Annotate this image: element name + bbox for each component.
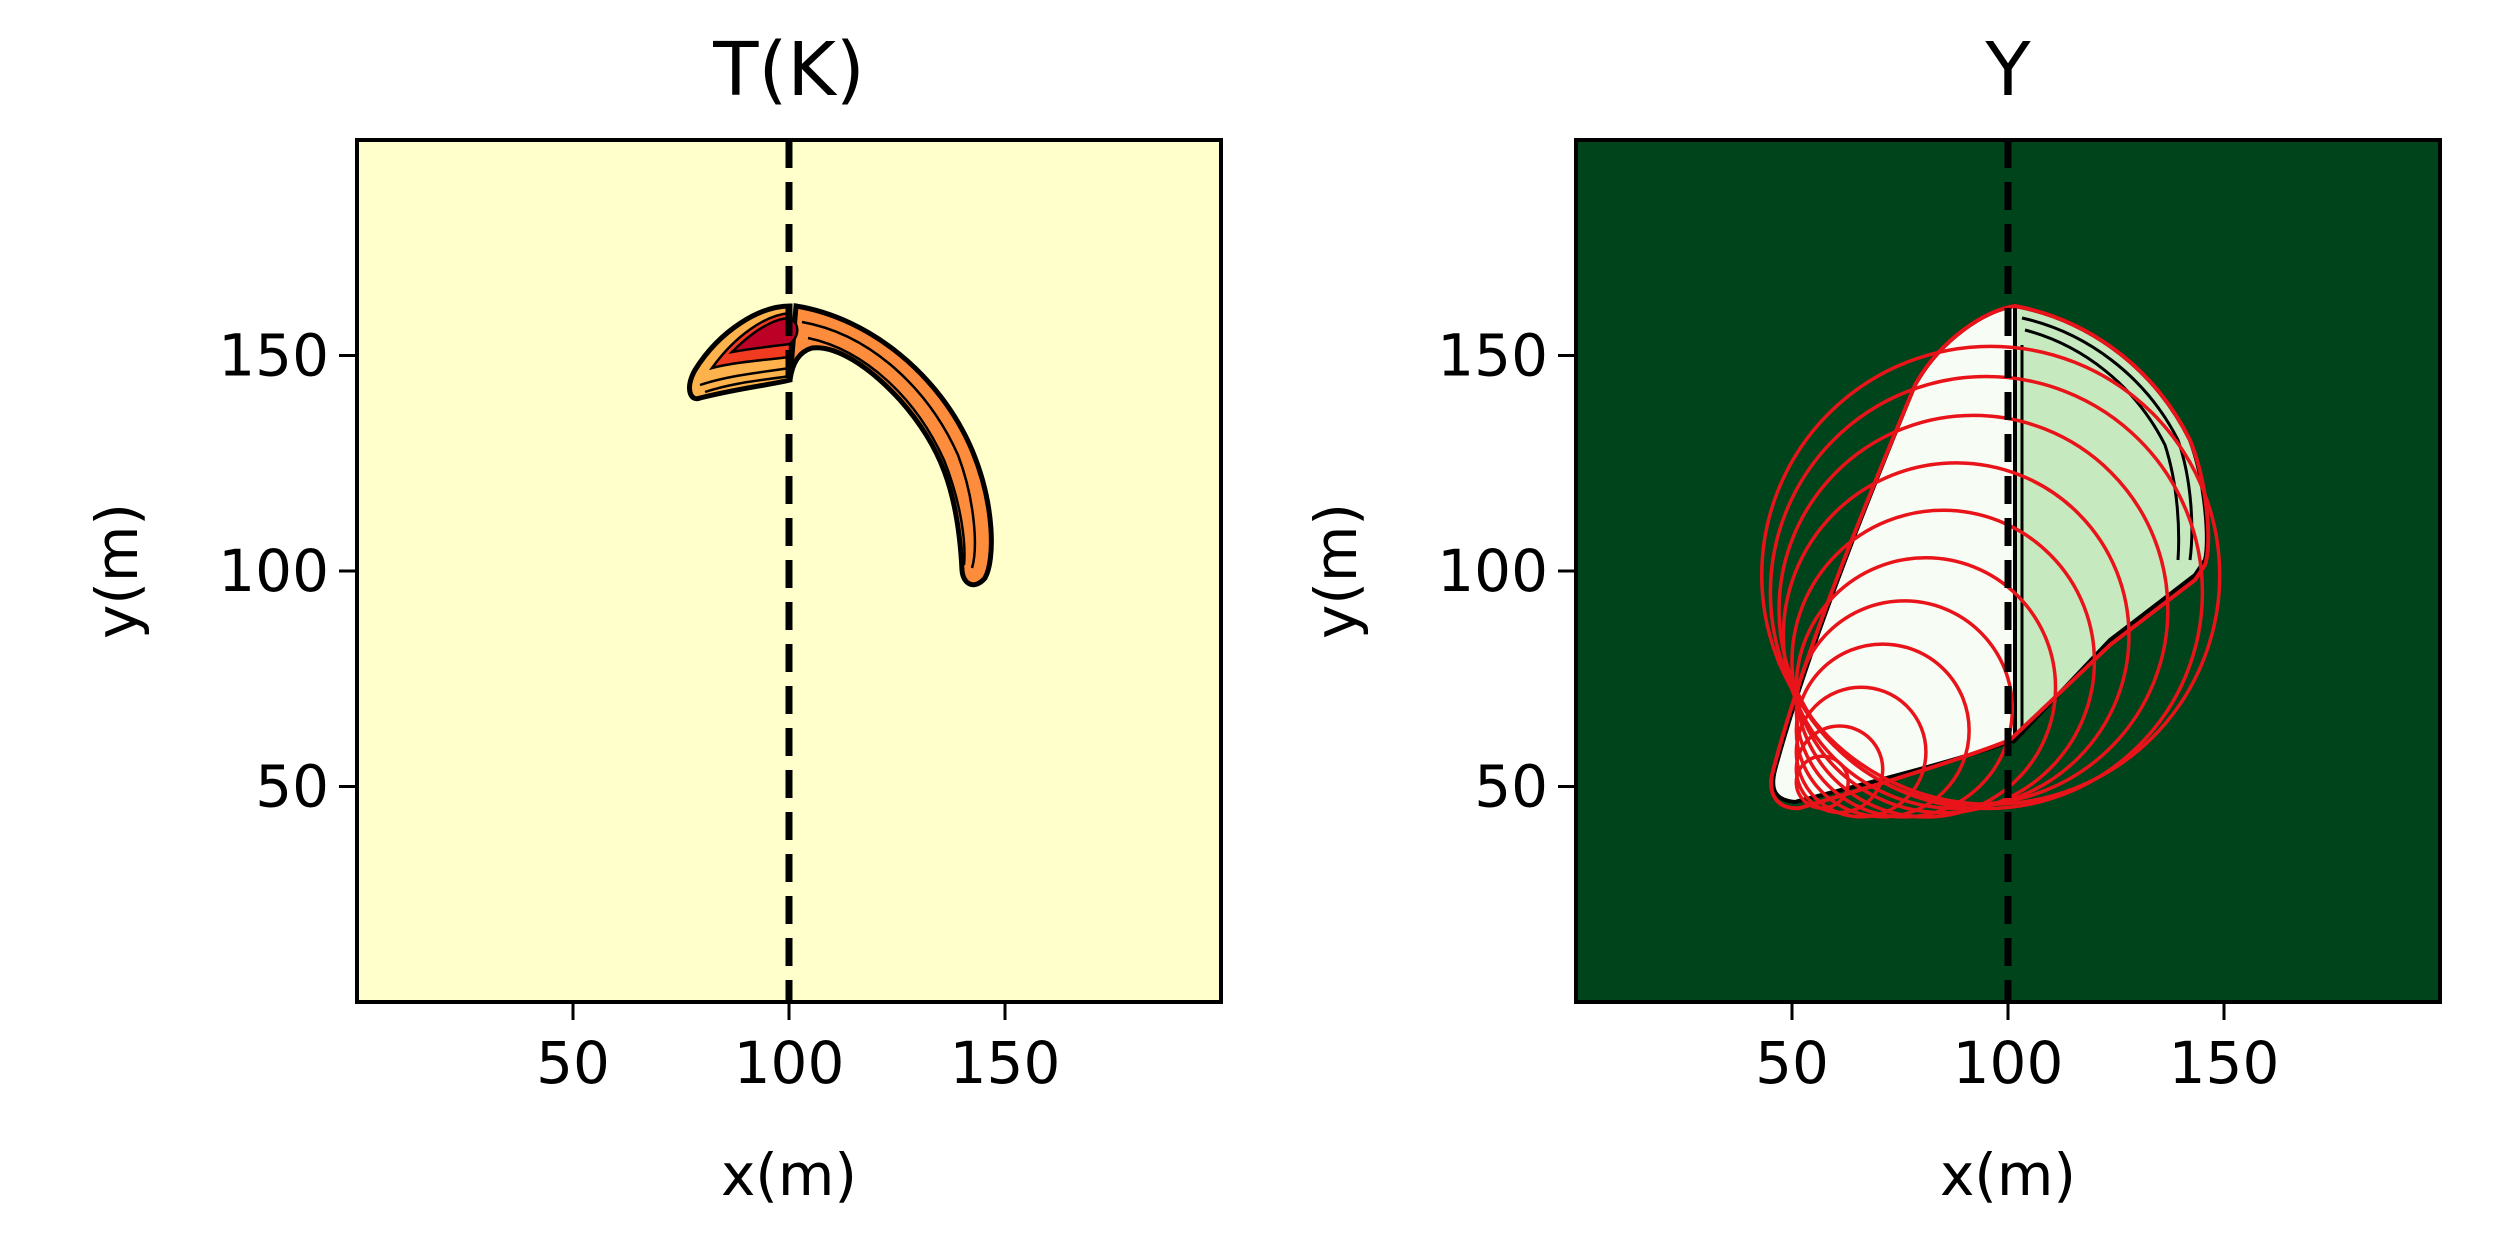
y-axis-label: y(m) [1302,503,1370,639]
red-envelope [1769,303,2211,811]
chart-panel-y: 50 100 150 50 100 150 Y x(m) y(m) [1302,27,2442,1209]
chart-title: Y [1984,27,2031,113]
y-contours [1760,303,2222,819]
axis-ticks: 50 100 150 50 100 150 [218,322,1060,1098]
red-isochrone [1794,642,1971,819]
temperature-contours [687,303,994,588]
y-tick-label: 50 [255,753,329,821]
x-tick-label: 150 [2169,1029,2280,1097]
contour-band-head-inner [728,316,799,354]
y-tick-label: 100 [1437,537,1548,605]
contour-line [807,336,966,566]
contour-line [699,366,791,387]
x-tick-label: 50 [1755,1029,1829,1097]
y-axis-label: y(m) [83,503,151,639]
contour-line [801,320,977,569]
red-isochrone [1760,344,2222,807]
x-tick-label: 100 [734,1029,845,1097]
contour-band-outer [787,303,994,588]
y-tick-label: 50 [1474,753,1548,821]
contour-line [704,374,791,394]
y-tick-label: 100 [218,537,329,605]
x-axis-label: x(m) [1940,1141,2076,1209]
red-isochrone [1781,461,2131,811]
y-tick-label: 150 [218,322,329,390]
red-isochrone [1794,685,1928,819]
red-isochrone [1768,374,2205,811]
y-tick-label: 150 [1437,322,1548,390]
contour-line [2024,328,2181,561]
axis-ticks: 50 100 150 50 100 150 [1437,322,2279,1098]
x-tick-label: 50 [536,1029,610,1097]
x-axis-label: x(m) [721,1141,857,1209]
x-tick-label: 150 [950,1029,1061,1097]
chart-title: T(K) [712,27,864,113]
x-tick-label: 100 [1953,1029,2064,1097]
chart-panel-temperature: 50 100 150 50 100 150 T(K) x(m) y(m) [83,27,1223,1209]
